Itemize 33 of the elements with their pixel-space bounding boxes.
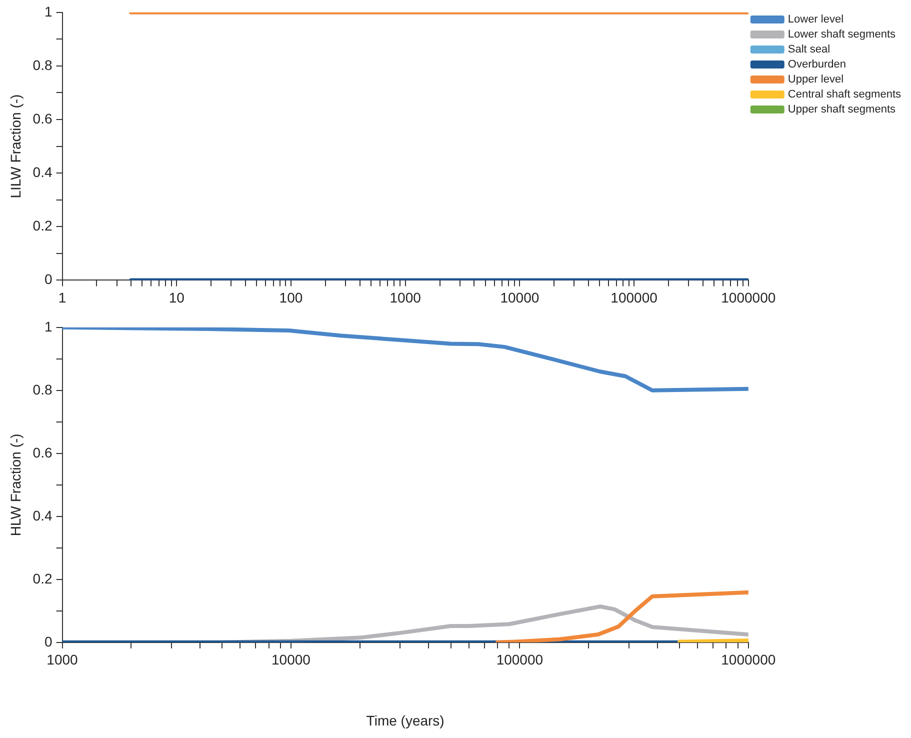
y-tick-label: 0 (44, 633, 52, 650)
x-tick-label: 1000000 (721, 289, 776, 306)
x-tick-label: 10000 (500, 289, 540, 306)
legend-label: Overburden (788, 58, 846, 71)
x-tick-label: 100000 (496, 652, 544, 668)
y-axis-title: HLW Fraction (-) (7, 434, 24, 536)
legend-label: Upper level (788, 74, 844, 86)
x-tick-label: 100000 (610, 289, 658, 306)
x-tick-label: 1000000 (721, 652, 776, 668)
y-tick-label: 0.6 (32, 110, 52, 126)
legend-label: Lower shaft segments (788, 28, 896, 41)
y-tick-label: 0.2 (32, 218, 52, 234)
x-tick-label: 1000 (46, 652, 78, 668)
x-tick-label: 100 (279, 289, 303, 306)
y-tick-label: 0.8 (32, 381, 52, 398)
y-tick-label: 0.4 (32, 164, 52, 180)
legend-label: Salt seal (788, 44, 830, 56)
y-tick-label: 0.4 (32, 507, 52, 524)
legend-label: Central shaft segments (788, 88, 902, 101)
x-tick-label: 10 (168, 289, 185, 306)
y-axis-title: LILW Fraction (-) (7, 94, 24, 198)
legend-label: Lower level (788, 14, 844, 26)
x-tick-label: 10000 (272, 652, 311, 668)
legend-label: Upper shaft segments (788, 104, 896, 116)
x-tick-label: 1 (58, 289, 66, 306)
y-tick-label: 0 (44, 271, 52, 288)
y-tick-label: 1 (44, 3, 52, 20)
y-tick-label: 0.8 (32, 56, 52, 73)
y-tick-label: 0.2 (32, 570, 52, 586)
x-tick-label: 1000 (390, 289, 422, 306)
y-tick-label: 0.6 (32, 444, 52, 460)
x-axis-title: Time (years) (366, 712, 444, 728)
y-tick-label: 1 (44, 318, 52, 334)
